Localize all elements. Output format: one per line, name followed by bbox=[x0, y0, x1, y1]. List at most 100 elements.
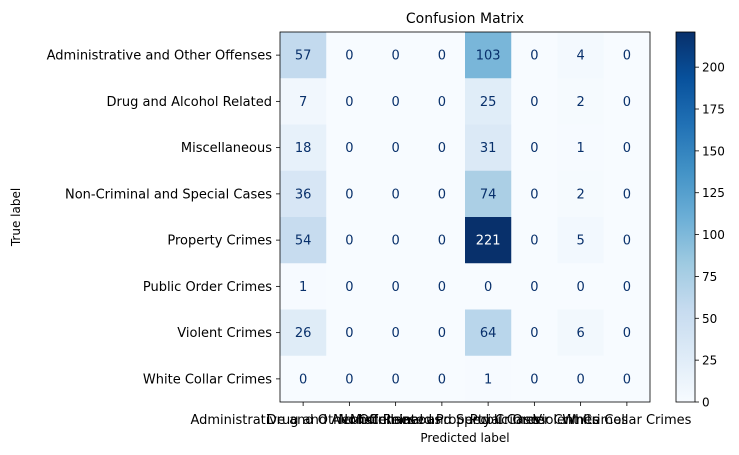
colorbar-tick-label: 50 bbox=[702, 312, 717, 326]
heatmap-cell bbox=[418, 263, 466, 310]
cell-value-label: 0 bbox=[438, 326, 446, 341]
cell-value-label: 0 bbox=[623, 49, 631, 64]
heatmap-cell bbox=[280, 309, 327, 357]
cell-value-label: 0 bbox=[391, 49, 399, 64]
cell-value-label: 25 bbox=[480, 95, 497, 110]
cell-value-label: 0 bbox=[345, 326, 353, 341]
heatmap-cell bbox=[465, 309, 512, 357]
heatmap-cell bbox=[280, 32, 327, 79]
cell-value-label: 0 bbox=[345, 372, 353, 387]
colorbar-tick-label: 125 bbox=[702, 186, 725, 200]
cell-value-label: 0 bbox=[623, 326, 631, 341]
heatmap-cell bbox=[418, 355, 466, 403]
heatmap-cell bbox=[465, 124, 512, 172]
cell-value-label: 2 bbox=[576, 95, 584, 110]
colorbar-tick-label: 150 bbox=[702, 144, 725, 158]
heatmap-cell bbox=[418, 170, 466, 218]
heatmap-cell bbox=[557, 217, 605, 264]
colorbar-tick-label: 0 bbox=[702, 396, 710, 410]
cell-value-label: 0 bbox=[484, 280, 492, 295]
heatmap-cell bbox=[280, 355, 327, 403]
cell-value-label: 0 bbox=[438, 141, 446, 156]
cell-value-label: 0 bbox=[438, 187, 446, 202]
heatmap-cell bbox=[418, 217, 466, 264]
cell-value-label: 36 bbox=[295, 187, 312, 202]
heatmap-cell bbox=[511, 355, 558, 403]
cell-value-label: 57 bbox=[295, 49, 312, 64]
colorbar-tick-label: 175 bbox=[702, 103, 725, 117]
cell-value-label: 0 bbox=[345, 141, 353, 156]
heatmap-cell bbox=[280, 78, 327, 125]
heatmap-cell bbox=[511, 309, 558, 357]
cell-value-label: 64 bbox=[480, 326, 497, 341]
cell-value-label: 0 bbox=[530, 95, 538, 110]
x-axis-label: Predicted label bbox=[420, 431, 509, 445]
heatmap-cell bbox=[603, 32, 651, 79]
cell-value-label: 0 bbox=[391, 234, 399, 249]
colorbar-tick-label: 25 bbox=[702, 354, 717, 368]
y-tick-label: Public Order Crimes bbox=[143, 280, 272, 295]
heatmap-cell bbox=[465, 78, 512, 125]
cell-value-label: 0 bbox=[438, 234, 446, 249]
cell-value-label: 4 bbox=[576, 49, 584, 64]
cell-value-label: 54 bbox=[295, 234, 312, 249]
heatmap-cell bbox=[465, 32, 512, 79]
y-tick-label: Administrative and Other Offenses bbox=[47, 49, 273, 64]
heatmap-cell bbox=[418, 309, 466, 357]
heatmap-cell bbox=[326, 355, 373, 403]
heatmap-cell bbox=[603, 78, 651, 125]
chart-title: Confusion Matrix bbox=[406, 11, 524, 27]
plot-frame bbox=[279, 31, 651, 403]
heatmap-cell bbox=[557, 355, 605, 403]
colorbar-tick-label: 75 bbox=[702, 270, 717, 284]
x-tick-label: Administrative and Other Offenses bbox=[190, 413, 416, 428]
cell-value-label: 221 bbox=[476, 234, 501, 249]
heatmap-cells bbox=[280, 32, 651, 403]
heatmap-cell bbox=[418, 78, 466, 125]
y-tick-label: Miscellaneous bbox=[181, 141, 272, 156]
heatmap-cell bbox=[557, 78, 605, 125]
cell-value-label: 1 bbox=[576, 141, 584, 156]
cell-value-label: 0 bbox=[438, 280, 446, 295]
cell-value-label: 0 bbox=[438, 95, 446, 110]
heatmap-cell bbox=[326, 32, 373, 79]
heatmap-cell bbox=[326, 217, 373, 264]
cell-value-label: 0 bbox=[438, 372, 446, 387]
heatmap-cell bbox=[326, 170, 373, 218]
cell-value-label: 0 bbox=[576, 280, 584, 295]
heatmap-cell bbox=[326, 78, 373, 125]
cell-value-label: 0 bbox=[530, 280, 538, 295]
heatmap-cell bbox=[511, 263, 558, 310]
heatmap-cell bbox=[511, 78, 558, 125]
cell-value-label: 0 bbox=[530, 141, 538, 156]
cell-value-label: 0 bbox=[623, 280, 631, 295]
cell-value-label: 0 bbox=[391, 372, 399, 387]
heatmap-cell bbox=[372, 170, 420, 218]
heatmap-cell bbox=[280, 263, 327, 310]
cell-value-label: 74 bbox=[480, 187, 497, 202]
heatmap-cell bbox=[326, 124, 373, 172]
cell-value-label: 0 bbox=[391, 187, 399, 202]
y-tick-label: White Collar Crimes bbox=[143, 372, 272, 387]
cell-value-label: 0 bbox=[623, 141, 631, 156]
heatmap-cell bbox=[465, 170, 512, 218]
x-tick-label: Non-Criminal and Special Cases bbox=[338, 413, 545, 428]
x-tick-label: Violent Crimes bbox=[533, 413, 628, 428]
heatmap-cell bbox=[557, 124, 605, 172]
cell-value-label: 0 bbox=[345, 95, 353, 110]
heatmap-cell bbox=[465, 355, 512, 403]
colorbar-tick-label: 100 bbox=[702, 228, 725, 242]
heatmap-cell bbox=[372, 355, 420, 403]
heatmap-cell bbox=[326, 309, 373, 357]
heatmap-cell bbox=[603, 309, 651, 357]
cell-value-label: 6 bbox=[576, 326, 584, 341]
heatmap-cell bbox=[557, 170, 605, 218]
heatmap-cell bbox=[372, 32, 420, 79]
heatmap-cell bbox=[511, 124, 558, 172]
heatmap-cell bbox=[280, 124, 327, 172]
cell-value-label: 26 bbox=[295, 326, 312, 341]
cell-value-label: 5 bbox=[576, 234, 584, 249]
cell-value-label: 0 bbox=[345, 49, 353, 64]
cell-value-label: 0 bbox=[530, 326, 538, 341]
